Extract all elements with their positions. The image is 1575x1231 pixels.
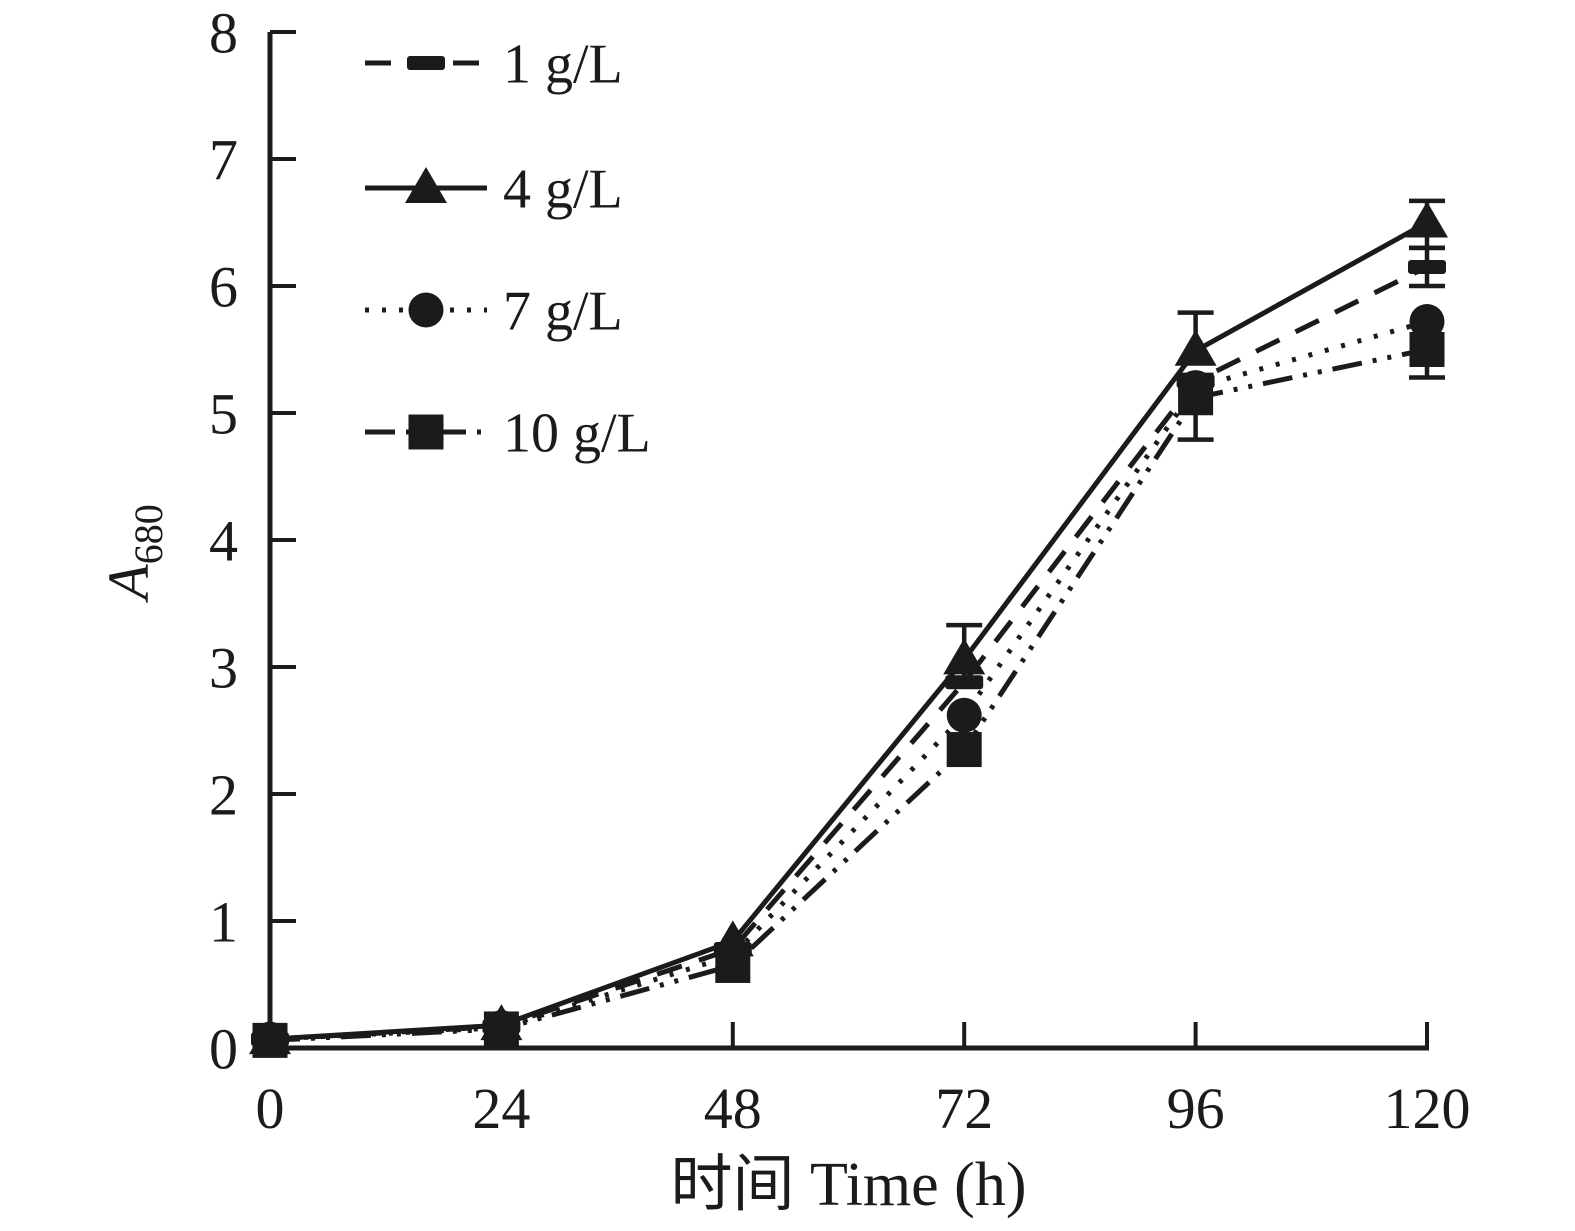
triangle-marker	[405, 167, 447, 203]
legend-item-10-g-l: 10 g/L	[365, 403, 651, 465]
series-group	[249, 198, 1448, 1058]
square-marker	[252, 1022, 288, 1058]
legend-item-1-g-l: 1 g/L	[365, 34, 623, 96]
legend-item-7-g-l: 7 g/L	[365, 281, 623, 343]
legend-item-4-g-l: 4 g/L	[365, 159, 623, 221]
circle-marker	[408, 292, 444, 328]
series-10-g-l	[252, 332, 1445, 1058]
square-marker	[715, 947, 751, 983]
y-tick-label: 4	[209, 508, 238, 573]
y-tick-label: 5	[209, 381, 238, 446]
y-tick-label: 0	[209, 1016, 238, 1081]
triangle-marker	[943, 638, 986, 675]
legend-label: 7 g/L	[503, 281, 623, 343]
series-1-g-l	[251, 245, 1446, 1047]
y-axis-title: A680	[96, 504, 171, 603]
dash-marker	[1408, 259, 1446, 274]
x-tick-label: 24	[472, 1076, 530, 1141]
x-tick-label: 72	[935, 1076, 993, 1141]
legend-label: 10 g/L	[503, 403, 651, 465]
legend: 1 g/L 4 g/L 7 g/L 10 g/L	[365, 34, 651, 465]
y-tick-label: 8	[209, 0, 238, 65]
series-4-g-l	[249, 198, 1448, 1055]
x-tick-label: 0	[256, 1076, 285, 1141]
series-line-10-g-l	[269, 347, 1428, 1043]
x-tick-label: 48	[704, 1076, 762, 1141]
y-tick-label: 7	[209, 127, 238, 192]
series-line-4-g-l	[269, 220, 1429, 1042]
square-marker	[1178, 380, 1214, 416]
series-line-7-g-l	[269, 319, 1428, 1042]
x-tick-label: 120	[1384, 1076, 1471, 1141]
legend-label: 4 g/L	[503, 159, 623, 221]
square-marker	[483, 1011, 519, 1047]
series-line-1-g-l	[269, 264, 1429, 1042]
triangle-marker	[1406, 201, 1448, 238]
square-marker	[946, 732, 982, 768]
x-tick-label: 96	[1167, 1076, 1225, 1141]
y-tick-label: 2	[209, 762, 238, 827]
square-marker	[408, 414, 444, 450]
legend-label: 1 g/L	[503, 34, 623, 96]
square-marker	[1409, 332, 1445, 367]
axes: 0 1 2 3 4 5 6 7 8 0 24 48 72 96 120	[209, 0, 1471, 1141]
x-axis-title: 时间 Time (h)	[671, 1151, 1027, 1219]
circle-marker	[1409, 304, 1445, 340]
y-tick-label: 1	[209, 889, 238, 954]
circle-marker	[946, 697, 982, 733]
dash-marker	[407, 56, 445, 70]
y-tick-label: 6	[209, 254, 238, 319]
y-tick-label: 3	[209, 635, 238, 700]
triangle-marker	[1174, 329, 1217, 366]
